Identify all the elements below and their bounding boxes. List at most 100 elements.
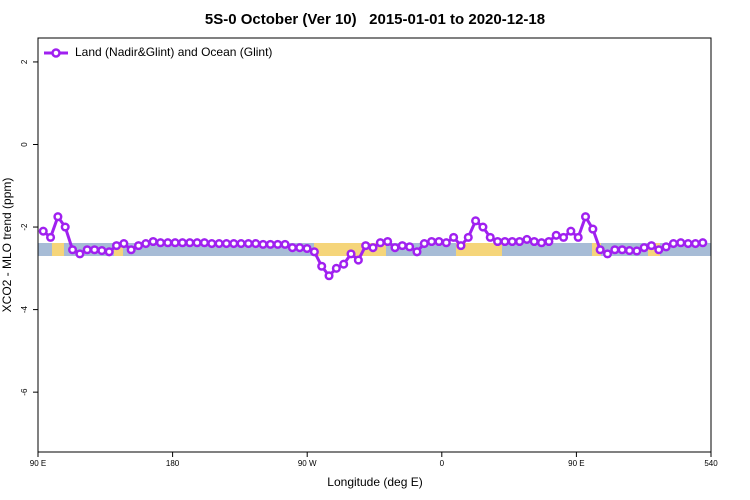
data-point [361,241,371,251]
data-point [537,238,547,248]
data-point [654,245,664,255]
data-point [280,239,290,249]
legend-label: Land (Nadir&Glint) and Ocean (Glint) [75,45,272,59]
data-point [434,236,444,247]
data-point [632,246,642,256]
data-point [515,236,525,247]
data-point [229,239,239,249]
y-tick-label: 2 [20,59,29,64]
data-point [258,239,268,249]
legend-marker [51,48,61,58]
data-point [170,238,180,248]
data-point [177,238,188,248]
x-tick-label: 90 E [30,459,46,468]
data-point [273,239,283,249]
land-band [456,243,502,256]
data-point [221,239,231,249]
land-band [52,243,64,256]
x-axis-label: Longitude (deg E) [327,475,422,489]
data-point [507,236,517,247]
data-point [331,263,341,273]
data-point [427,236,437,247]
x-tick-label: 180 [166,459,180,468]
data-point [390,243,400,253]
data-point [353,255,363,265]
data-point [60,222,70,232]
data-point [67,245,78,255]
data-point [478,222,488,232]
data-point [529,236,539,247]
data-point [214,239,224,249]
data-point [522,234,532,244]
data-point [309,247,319,257]
data-point [419,239,429,249]
data-point [449,232,459,242]
data-point [346,249,356,259]
data-point [617,245,627,255]
y-tick-label: -6 [20,388,29,396]
data-point [566,226,576,236]
data-point [141,239,151,249]
chart-title: 5S-0 October (Ver 10) 2015-01-01 to 2020… [205,11,545,28]
data-point [38,226,48,236]
data-point [236,239,246,249]
data-point [287,243,297,253]
data-point [668,239,679,249]
y-tick-label: 0 [20,142,29,147]
data-point [588,224,598,234]
data-point [573,232,583,242]
data-point [595,245,605,255]
data-point [207,239,217,249]
data-point [412,247,422,257]
data-point [375,238,385,248]
data-point [97,246,107,256]
data-point [500,236,510,247]
data-point [119,239,129,249]
data-point [126,245,136,255]
data-point [405,242,415,252]
data-point [185,238,195,248]
data-point [383,236,393,247]
data-point [75,249,85,259]
y-axis-label: XCO2 - MLO trend (ppm) [0,178,14,313]
data-point [397,241,407,251]
data-point [558,232,569,242]
data-point [192,238,202,248]
data-point [661,242,671,252]
y-tick-label: -4 [20,305,29,313]
data-point [324,271,334,281]
data-point [580,212,591,222]
data-point [317,261,327,271]
x-tick-label: 90 E [568,459,584,468]
data-point [690,239,700,249]
data-point [544,236,554,247]
x-tick-label: 0 [440,459,445,468]
data-point [251,239,261,249]
data-point [104,247,114,257]
data-point [265,239,275,249]
data-point [683,239,693,249]
data-point [551,230,561,240]
plot-frame [37,37,712,453]
data-point [485,232,495,242]
data-point [639,243,649,253]
data-point [243,239,253,249]
data-point [610,245,620,255]
data-point [456,241,466,251]
data-point [676,238,686,248]
data-point [155,238,166,248]
data-point [441,238,451,248]
data-point [493,236,503,247]
data-point [646,241,657,251]
data-point [295,243,305,253]
data-point [199,238,210,248]
data-point [53,212,63,222]
y-tick-label: -2 [20,223,29,231]
data-point [89,245,100,255]
data-point [339,259,349,269]
data-point [463,232,473,242]
x-tick-label: 540 [704,459,718,468]
data-point [163,238,173,248]
data-point [133,241,144,251]
